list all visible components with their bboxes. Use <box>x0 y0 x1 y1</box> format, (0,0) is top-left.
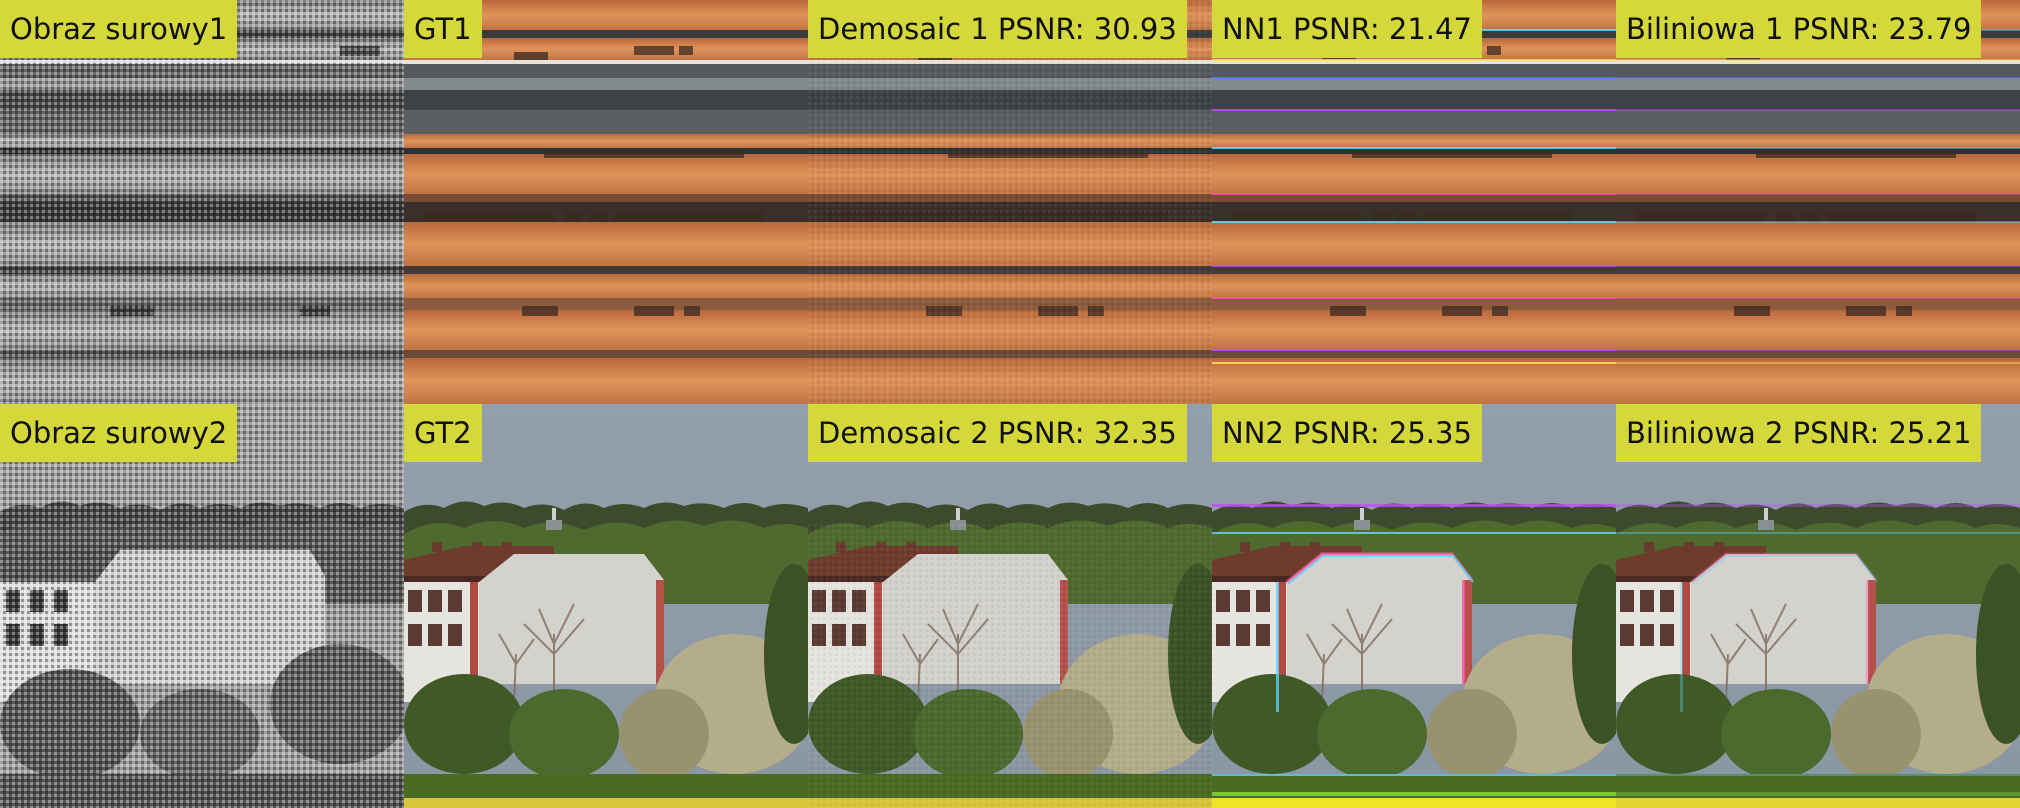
nn-building-image <box>1212 404 1616 808</box>
tile-label: Obraz surowy2 <box>0 404 238 462</box>
gt-pencils-image <box>404 0 808 404</box>
nn-pencils-image <box>1212 0 1616 404</box>
tile-nn-2: NN2 PSNR: 25.35 <box>1212 404 1616 808</box>
tile-label: Obraz surowy1 <box>0 0 238 58</box>
tile-label: NN2 PSNR: 25.35 <box>1212 404 1482 462</box>
tile-label: GT1 <box>404 0 482 58</box>
tile-nn-1: NN1 PSNR: 21.47 <box>1212 0 1616 404</box>
tile-gt-2: GT2 <box>404 404 808 808</box>
tile-label: Demosaic 2 PSNR: 32.35 <box>808 404 1187 462</box>
gt-building-image <box>404 404 808 808</box>
tile-demosaic-2: Demosaic 2 PSNR: 32.35 <box>808 404 1212 808</box>
tile-label: NN1 PSNR: 21.47 <box>1212 0 1482 58</box>
demosaic-building-image <box>808 404 1212 808</box>
bilinear-pencils-image <box>1616 0 2020 404</box>
tile-label: Biliniowa 1 PSNR: 23.79 <box>1616 0 1982 58</box>
tile-raw-1: Obraz surowy1 <box>0 0 404 404</box>
demosaic-pencils-image <box>808 0 1212 404</box>
tile-demosaic-1: Demosaic 1 PSNR: 30.93 <box>808 0 1212 404</box>
tile-label: GT2 <box>404 404 482 462</box>
raw-pencils-image <box>0 0 404 404</box>
tile-raw-2: Obraz surowy2 <box>0 404 404 808</box>
tile-bilinear-2: Biliniowa 2 PSNR: 25.21 <box>1616 404 2020 808</box>
tile-gt-1: GT1 <box>404 0 808 404</box>
raw-building-image <box>0 404 404 808</box>
tile-label: Biliniowa 2 PSNR: 25.21 <box>1616 404 1982 462</box>
tile-label: Demosaic 1 PSNR: 30.93 <box>808 0 1187 58</box>
bilinear-building-image <box>1616 404 2020 808</box>
tile-bilinear-1: Biliniowa 1 PSNR: 23.79 <box>1616 0 2020 404</box>
